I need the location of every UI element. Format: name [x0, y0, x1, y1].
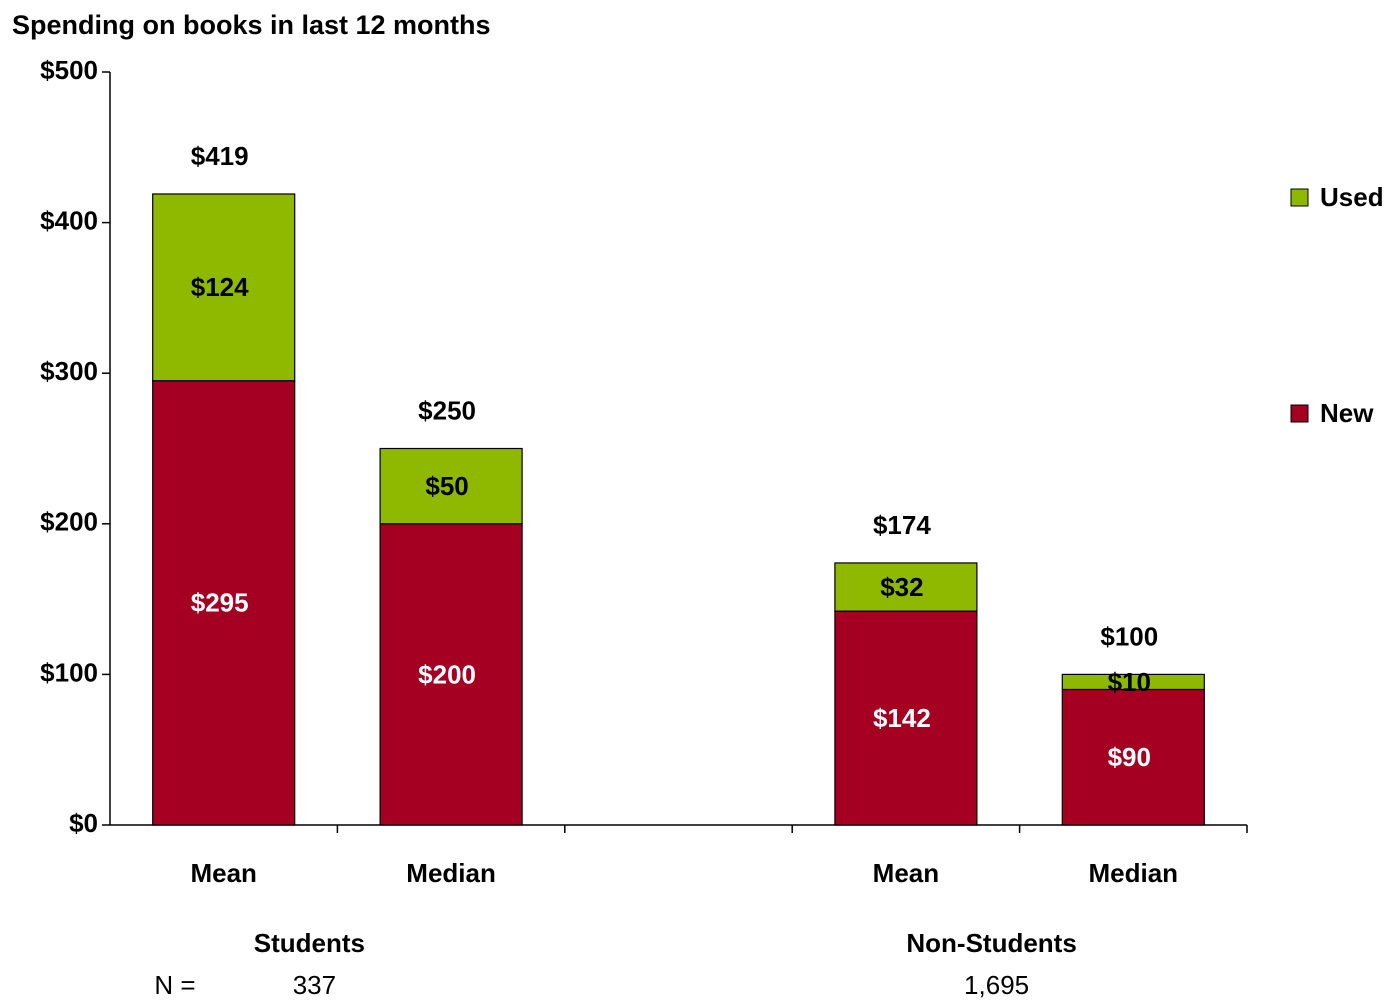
bar-segment: [834, 610, 978, 826]
x-tick-label: Median: [1089, 858, 1179, 888]
value-label: $200: [418, 659, 476, 689]
group-label: Non-Students: [906, 928, 1076, 958]
legend-swatch: [1290, 188, 1309, 207]
value-label: $295: [191, 588, 249, 618]
value-label: $90: [1108, 742, 1151, 772]
group-n: 1,695: [964, 970, 1029, 1000]
bar-segment: [834, 562, 978, 612]
x-tick-label: Mean: [190, 858, 256, 888]
x-tick-label: Median: [406, 858, 496, 888]
value-label: $124: [191, 272, 249, 302]
group-label: Students: [254, 928, 365, 958]
y-tick-label: $300: [40, 356, 98, 386]
value-label: $32: [880, 572, 923, 602]
total-label: $419: [191, 141, 249, 171]
total-label: $100: [1100, 621, 1158, 651]
legend-swatch: [1290, 404, 1309, 423]
legend-label: New: [1320, 398, 1374, 428]
legend-label: Used: [1320, 182, 1384, 212]
bar-segment: [379, 523, 523, 826]
value-label: $10: [1108, 667, 1151, 697]
bar-segment: [379, 447, 523, 525]
n-label: N =: [154, 970, 195, 1000]
value-label: $50: [425, 471, 468, 501]
chart-title: Spending on books in last 12 months: [12, 10, 491, 40]
bar-segment: [152, 193, 296, 382]
bar-segment: [1061, 673, 1205, 691]
total-label: $250: [418, 395, 476, 425]
y-tick-label: $200: [40, 507, 98, 537]
bar-segment: [152, 380, 296, 826]
y-tick-label: $500: [40, 55, 98, 85]
y-tick-label: $400: [40, 205, 98, 235]
x-tick-label: Mean: [873, 858, 939, 888]
bar-segment: [1061, 688, 1205, 826]
value-label: $142: [873, 703, 931, 733]
y-tick-label: $0: [69, 808, 98, 838]
y-tick-label: $100: [40, 657, 98, 687]
total-label: $174: [873, 510, 931, 540]
group-n: 337: [293, 970, 336, 1000]
